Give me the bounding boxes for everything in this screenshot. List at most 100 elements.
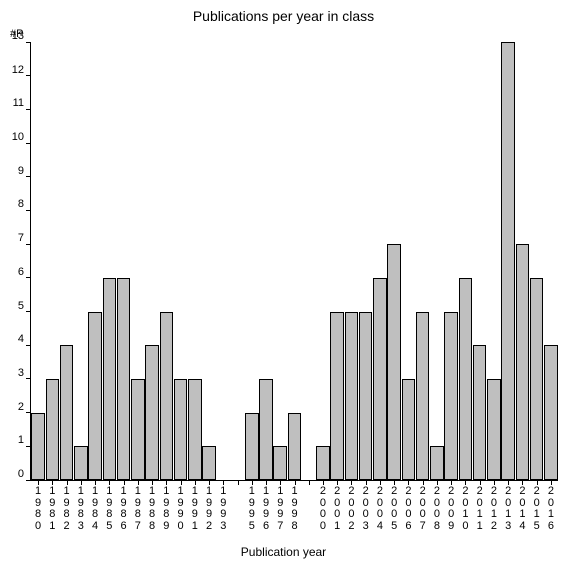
bar (501, 42, 515, 480)
bar (316, 446, 330, 480)
bar (31, 413, 45, 480)
x-tick-label: 1 9 9 2 (204, 486, 214, 532)
bar (330, 312, 344, 480)
x-tick-label: 1 9 9 8 (290, 486, 300, 532)
y-tick-label: 9 (18, 165, 24, 177)
x-tick-label: 1 9 8 0 (33, 486, 43, 532)
bar (202, 446, 216, 480)
x-axis-label: Publication year (0, 545, 567, 559)
y-tick (26, 446, 31, 447)
y-tick-label: 5 (18, 300, 24, 312)
x-tick-label: 1 9 8 5 (104, 486, 114, 532)
x-tick-label: 2 0 1 6 (546, 486, 556, 532)
bar (103, 278, 117, 480)
y-tick-label: 8 (18, 198, 24, 210)
y-tick (26, 480, 31, 481)
bar (117, 278, 131, 480)
x-tick-label: 1 9 9 7 (275, 486, 285, 532)
y-tick (26, 109, 31, 110)
y-tick (26, 143, 31, 144)
x-tick-label: 2 0 0 8 (432, 486, 442, 532)
bar (402, 379, 416, 480)
bar (444, 312, 458, 480)
y-tick (26, 176, 31, 177)
bar (259, 379, 273, 480)
y-tick (26, 42, 31, 43)
x-tick-label: 2 0 0 6 (403, 486, 413, 532)
y-tick (26, 277, 31, 278)
x-tick-label: 2 0 0 5 (389, 486, 399, 532)
chart-title: Publications per year in class (0, 8, 567, 24)
y-tick (26, 345, 31, 346)
bar (516, 244, 530, 480)
x-tick (238, 480, 239, 485)
bar (288, 413, 302, 480)
x-tick-label: 1 9 8 6 (119, 486, 129, 532)
y-tick-label: 4 (18, 333, 24, 345)
x-tick-label: 2 0 0 9 (446, 486, 456, 532)
bar (245, 413, 259, 480)
bar (416, 312, 430, 480)
bar (60, 345, 74, 480)
y-tick-label: 12 (12, 64, 24, 76)
y-tick-label: 6 (18, 266, 24, 278)
x-tick-label: 1 9 8 8 (147, 486, 157, 532)
x-tick-label: 1 9 8 7 (133, 486, 143, 532)
x-tick-label: 2 0 1 5 (532, 486, 542, 532)
bar (387, 244, 401, 480)
bar (273, 446, 287, 480)
x-tick-label: 1 9 9 0 (176, 486, 186, 532)
x-tick-label: 2 0 1 1 (475, 486, 485, 532)
bar (487, 379, 501, 480)
bar (88, 312, 102, 480)
y-tick (26, 244, 31, 245)
x-tick-label: 2 0 0 4 (375, 486, 385, 532)
y-tick-label: 7 (18, 232, 24, 244)
bar (174, 379, 188, 480)
bar (131, 379, 145, 480)
bar (188, 379, 202, 480)
x-tick-label: 2 0 0 7 (418, 486, 428, 532)
bar (430, 446, 444, 480)
x-tick-label: 2 0 1 4 (517, 486, 527, 532)
x-tick-label: 1 9 9 3 (218, 486, 228, 532)
x-tick-label: 2 0 0 0 (318, 486, 328, 532)
x-tick-label: 2 0 1 0 (460, 486, 470, 532)
y-tick-label: 10 (12, 131, 24, 143)
chart-container: Publications per year in class #P 012345… (0, 0, 567, 567)
y-tick (26, 412, 31, 413)
y-tick (26, 210, 31, 211)
bar (359, 312, 373, 480)
bar (74, 446, 88, 480)
x-tick-label: 1 9 8 1 (47, 486, 57, 532)
x-tick-label: 2 0 0 1 (332, 486, 342, 532)
x-tick-label: 1 9 8 3 (76, 486, 86, 532)
x-tick-label: 1 9 9 1 (190, 486, 200, 532)
x-tick-label: 1 9 8 2 (62, 486, 72, 532)
y-tick-label: 11 (13, 97, 24, 109)
x-tick-label: 2 0 0 3 (361, 486, 371, 532)
bar (544, 345, 558, 480)
bar (373, 278, 387, 480)
bar (46, 379, 60, 480)
bar (530, 278, 544, 480)
x-tick-label: 1 9 8 4 (90, 486, 100, 532)
y-tick-label: 0 (18, 468, 24, 480)
bar (345, 312, 359, 480)
x-tick-label: 1 9 8 9 (161, 486, 171, 532)
x-tick-label: 1 9 9 5 (247, 486, 257, 532)
bar (145, 345, 159, 480)
bar (459, 278, 473, 480)
y-tick-label: 1 (18, 434, 24, 446)
bar (160, 312, 174, 480)
y-tick (26, 378, 31, 379)
x-tick-label: 2 0 1 3 (503, 486, 513, 532)
x-tick-label: 1 9 9 6 (261, 486, 271, 532)
plot-area: 0123456789101112131 9 8 01 9 8 11 9 8 21… (30, 42, 558, 481)
x-tick (309, 480, 310, 485)
y-tick-label: 13 (12, 30, 24, 42)
y-tick (26, 311, 31, 312)
x-tick-label: 2 0 0 2 (346, 486, 356, 532)
bar (473, 345, 487, 480)
y-tick-label: 3 (18, 367, 24, 379)
